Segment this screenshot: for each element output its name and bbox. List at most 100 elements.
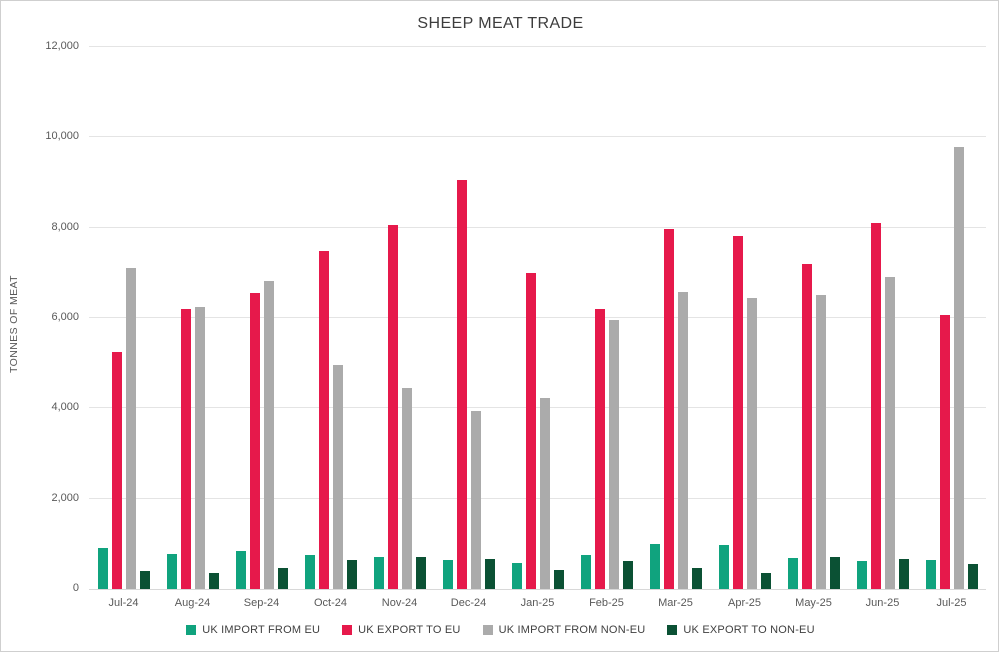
bar-uk-export-to-eu <box>594 308 605 589</box>
bar-group <box>365 47 434 589</box>
x-tick-label: Aug-24 <box>174 597 211 609</box>
bar-uk-import-from-eu <box>442 559 453 589</box>
bar-uk-export-to-non-eu <box>760 573 771 589</box>
legend-swatch-icon <box>342 625 353 635</box>
bar-uk-export-to-eu <box>870 223 881 589</box>
bar-uk-export-to-eu <box>525 272 536 589</box>
y-tick-label: 4,000 <box>51 401 79 414</box>
bar-group <box>641 47 710 589</box>
bar-uk-import-from-non-eu <box>332 365 343 589</box>
bar-group <box>917 47 986 589</box>
x-tick-label: Jul-25 <box>936 597 967 609</box>
bar-group <box>158 47 227 589</box>
x-tick-label: Jan-25 <box>520 597 555 609</box>
bar-uk-export-to-eu <box>456 180 467 589</box>
bar-uk-export-to-eu <box>318 250 329 589</box>
bar-uk-export-to-eu <box>732 235 743 589</box>
bar-group <box>296 47 365 589</box>
bar-uk-import-from-eu <box>304 555 315 589</box>
bar-uk-export-to-non-eu <box>622 561 633 589</box>
gridline <box>89 407 986 409</box>
bar-uk-export-to-non-eu <box>484 559 495 589</box>
x-axis-baseline <box>89 589 986 590</box>
legend-label: UK IMPORT FROM EU <box>202 624 321 636</box>
y-tick-label: 12,000 <box>45 40 79 52</box>
bar-uk-import-from-non-eu <box>125 268 136 589</box>
legend-label: UK EXPORT TO EU <box>358 624 461 636</box>
bar-uk-export-to-eu <box>387 225 398 589</box>
bar-uk-import-from-non-eu <box>263 280 274 589</box>
bar-group <box>89 47 158 589</box>
gridline <box>89 497 986 499</box>
bar-uk-export-to-eu <box>663 228 674 589</box>
bar-uk-import-from-eu <box>718 544 729 589</box>
bar-group <box>710 47 779 589</box>
legend-label: UK EXPORT TO NON-EU <box>683 624 815 636</box>
x-tick-label: Jul-24 <box>108 597 139 609</box>
legend-swatch-icon <box>186 625 197 635</box>
x-tick-label: Dec-24 <box>450 597 487 609</box>
x-tick-label: Jun-25 <box>865 597 900 609</box>
y-tick-label: 2,000 <box>51 491 79 504</box>
legend-item-uk-export-to-non-eu: UK EXPORT TO NON-EU <box>667 624 815 636</box>
x-tick-label: Apr-25 <box>727 597 762 609</box>
bar-uk-export-to-non-eu <box>898 559 909 589</box>
legend-item-uk-import-from-eu: UK IMPORT FROM EU <box>186 624 320 636</box>
y-axis-title: TONNES OF MEAT <box>8 275 20 373</box>
bar-uk-import-from-non-eu <box>746 298 757 589</box>
bar-uk-import-from-non-eu <box>677 292 688 589</box>
plot-area <box>89 46 986 590</box>
x-tick-label: Mar-25 <box>658 597 693 609</box>
legend-item-uk-import-from-non-eu: UK IMPORT FROM NON-EU <box>482 624 646 636</box>
bar-group <box>434 47 503 589</box>
bar-uk-import-from-eu <box>856 560 867 589</box>
y-tick-label: 0 <box>72 582 79 594</box>
bar-uk-import-from-eu <box>97 548 108 589</box>
bar-uk-import-from-eu <box>787 557 798 589</box>
y-tick-label: 6,000 <box>51 311 79 323</box>
bar-group <box>848 47 917 589</box>
gridline <box>89 136 986 138</box>
bar-group <box>503 47 572 589</box>
x-tick-label: Nov-24 <box>381 597 418 609</box>
y-tick-label: 10,000 <box>45 130 79 143</box>
bar-uk-export-to-non-eu <box>139 570 150 589</box>
x-tick-label: May-25 <box>795 597 832 609</box>
bar-group <box>227 47 296 589</box>
bar-uk-import-from-non-eu <box>539 397 550 589</box>
bar-uk-export-to-non-eu <box>346 559 357 589</box>
bar-uk-import-from-non-eu <box>884 277 895 589</box>
gridline <box>89 317 986 318</box>
bar-uk-export-to-eu <box>249 292 260 589</box>
bar-uk-import-from-eu <box>235 551 246 589</box>
bar-uk-export-to-non-eu <box>691 568 702 589</box>
chart-title: SHEEP MEAT TRADE <box>417 15 584 32</box>
bar-uk-export-to-eu <box>801 263 812 589</box>
bar-uk-export-to-non-eu <box>967 564 978 589</box>
x-tick-label: Sep-24 <box>243 597 280 609</box>
bar-uk-import-from-non-eu <box>953 146 964 589</box>
bar-uk-import-from-non-eu <box>815 294 826 589</box>
x-tick-label: Feb-25 <box>589 597 624 609</box>
bar-uk-export-to-non-eu <box>415 557 426 589</box>
bar-uk-export-to-eu <box>939 315 950 589</box>
bar-uk-export-to-non-eu <box>829 557 840 589</box>
y-tick-label: 8,000 <box>51 220 79 233</box>
bar-uk-import-from-non-eu <box>608 320 619 589</box>
bar-uk-import-from-eu <box>925 560 936 589</box>
legend-item-uk-export-to-eu: UK EXPORT TO EU <box>342 624 460 636</box>
bar-uk-export-to-non-eu <box>208 573 219 589</box>
gridline <box>89 226 986 228</box>
bar-uk-import-from-non-eu <box>194 306 205 589</box>
bar-uk-import-from-eu <box>511 563 522 589</box>
bar-uk-import-from-eu <box>166 553 177 589</box>
x-tick-label: Oct-24 <box>313 597 347 609</box>
bar-group <box>779 47 848 589</box>
bar-uk-export-to-non-eu <box>553 569 564 589</box>
bar-uk-import-from-eu <box>580 555 591 589</box>
bar-uk-import-from-non-eu <box>401 388 412 589</box>
bar-uk-import-from-eu <box>373 557 384 589</box>
bar-uk-export-to-eu <box>111 351 122 589</box>
legend-swatch-icon <box>482 625 493 635</box>
